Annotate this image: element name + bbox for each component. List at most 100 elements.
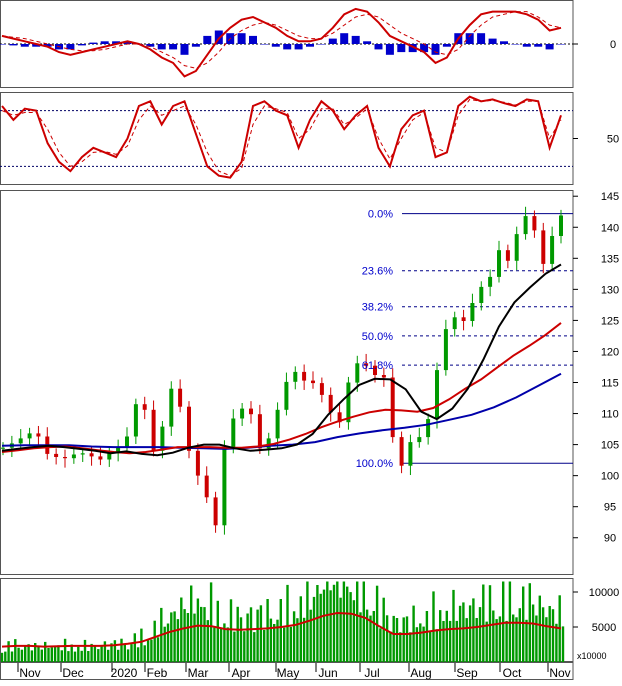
volume-bar <box>395 618 399 662</box>
candle-body <box>160 426 165 451</box>
price-tick-label: 145 <box>601 191 619 203</box>
macd-histogram-bar <box>420 44 429 53</box>
macd-histogram-bar <box>557 44 565 45</box>
x-tick-label: Jun <box>318 666 337 680</box>
volume-bar <box>34 643 37 662</box>
axis-labels: 0 50 90 95 100 105 110 115 120 125 130 135 140 145 0.0… <box>17 39 619 680</box>
macd-histogram-bar <box>237 33 246 44</box>
price-tick-label: 100 <box>601 471 619 483</box>
candle-body <box>275 409 280 439</box>
volume-bar <box>336 581 339 662</box>
macd-histogram-bar <box>294 44 303 50</box>
volume-bar <box>239 617 243 662</box>
volume-bar <box>356 581 359 662</box>
volume-bar <box>243 631 246 662</box>
macd-histogram-bar <box>511 44 520 45</box>
macd-signal-line <box>1 11 562 69</box>
candle-body <box>142 404 147 410</box>
candle-body <box>98 456 103 460</box>
macd-histogram-bar <box>534 44 543 47</box>
volume-bar <box>90 643 93 662</box>
macd-histogram-bar <box>385 44 394 55</box>
volume-bar <box>153 620 156 662</box>
volume-bar <box>47 648 50 662</box>
candle-body <box>63 457 67 459</box>
macd-histogram-bar <box>123 41 132 44</box>
volume-bar <box>163 626 166 662</box>
x-tick-label: Nov <box>19 666 40 680</box>
candle-body <box>488 276 493 287</box>
volume-bar <box>439 610 442 662</box>
macd-histogram-bar <box>260 44 269 45</box>
volume-bar <box>312 596 316 662</box>
volume-bar <box>359 612 362 662</box>
volume-bar <box>286 584 289 662</box>
volume-bar <box>316 585 319 662</box>
candle-body <box>328 394 333 413</box>
macd-histogram-bar <box>363 41 372 44</box>
macd-histogram-bar <box>488 38 497 44</box>
macd-histogram-bar <box>89 42 98 44</box>
x-tick-label: Nov <box>549 666 570 680</box>
volume-bar <box>541 607 545 662</box>
volume-bar <box>120 638 123 662</box>
candle-body <box>240 408 245 419</box>
macd-histogram-bar <box>328 38 337 44</box>
volume-bar <box>495 619 498 662</box>
candle-body <box>187 406 191 451</box>
volume-bar <box>246 613 249 662</box>
volume-bar <box>342 581 346 662</box>
volume-bar <box>442 621 445 662</box>
volume-bar <box>551 609 555 662</box>
x-tick-label: Jul <box>364 666 379 680</box>
candle-body <box>116 447 121 453</box>
volume-bar <box>226 627 229 662</box>
candle-body <box>523 216 528 235</box>
macd-histogram-bar <box>477 33 486 44</box>
candle-body <box>541 230 546 264</box>
volume-bar <box>448 620 452 662</box>
x-tick-label: Aug <box>410 666 431 680</box>
volume-bar <box>110 643 113 662</box>
volume-bar <box>273 624 276 662</box>
volume-bar <box>133 633 136 662</box>
series-layer <box>0 7 565 662</box>
macd-histogram-bar <box>545 44 554 50</box>
volume-bar <box>203 607 206 662</box>
volume-bar <box>150 639 153 662</box>
volume-bar <box>37 646 40 662</box>
volume-bar <box>508 581 512 662</box>
volume-bar <box>193 613 196 662</box>
volume-bar <box>53 646 57 662</box>
macd-histogram-bar <box>0 44 6 45</box>
panel-frame-stoch <box>0 92 574 185</box>
x-tick-label: Oct <box>503 666 522 680</box>
volume-bar <box>229 599 233 662</box>
macd-histogram-bar <box>306 44 314 47</box>
macd-histogram-bar <box>146 44 155 47</box>
volume-bar <box>233 631 236 662</box>
volume-bar <box>326 581 329 662</box>
volume-bar <box>57 645 60 662</box>
volume-bar <box>103 641 107 662</box>
volume-bar <box>302 617 306 662</box>
candle-body <box>249 408 253 415</box>
volume-bar <box>332 584 336 662</box>
volume-tick-label: 5000 <box>592 622 616 634</box>
volume-bar <box>561 626 565 662</box>
volume-bar <box>113 640 117 662</box>
volume-bar <box>369 615 372 662</box>
volume-bar <box>283 627 286 662</box>
candle-body <box>222 447 227 526</box>
candle-body <box>390 377 395 438</box>
volume-bar <box>505 620 508 662</box>
volume-bar <box>136 647 140 662</box>
x-tick-label: Apr <box>232 666 251 680</box>
volume-bar <box>548 606 551 662</box>
volume-bar <box>365 609 369 662</box>
volume-bar <box>0 652 4 662</box>
volume-bar <box>219 628 223 662</box>
macd-histogram-bar <box>351 35 360 44</box>
x-tick-label: Dec <box>62 666 83 680</box>
candle-body <box>479 286 484 303</box>
